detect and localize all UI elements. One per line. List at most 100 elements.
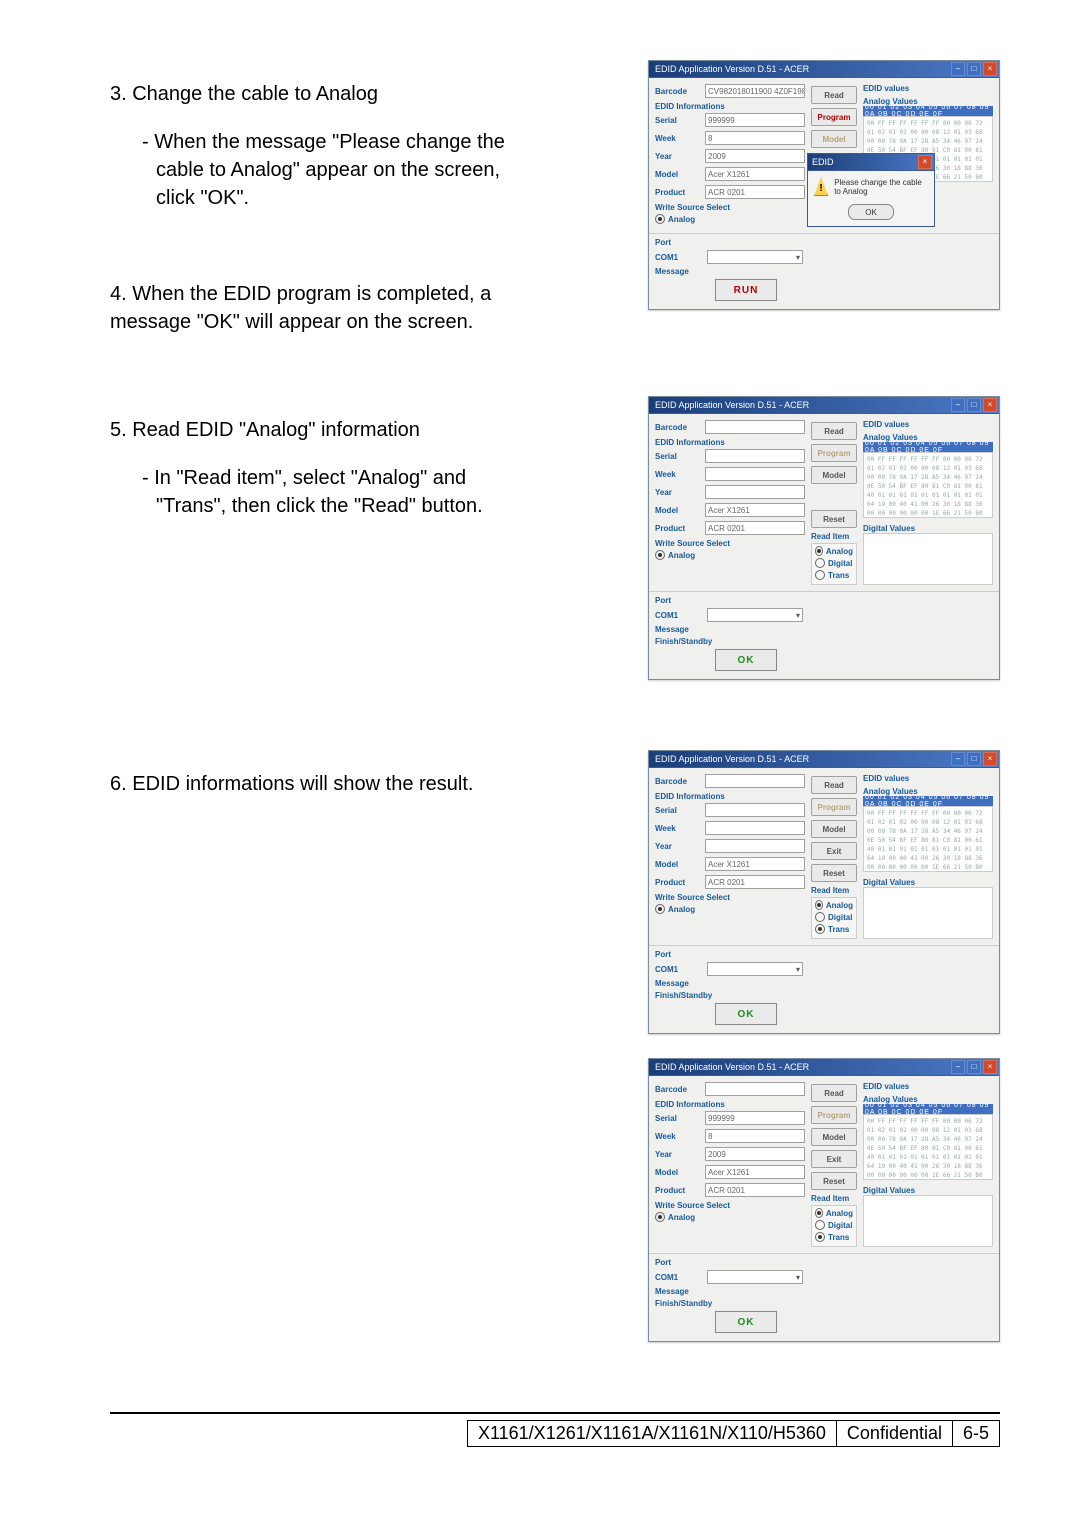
com-select[interactable]: ▾ [707,962,803,976]
read-button[interactable]: Read [811,776,857,794]
minimize-icon[interactable]: – [951,1060,965,1074]
maximize-icon[interactable]: □ [967,752,981,766]
chevron-down-icon: ▾ [796,965,800,974]
analog-radio-label: Analog [668,905,695,914]
product-label: Product [655,188,701,197]
warning-icon: ! [814,177,828,196]
ok-button[interactable]: OK [715,649,777,671]
barcode-input[interactable]: CV982018011900 4Z0F1981 [705,84,805,98]
ri-trans-radio[interactable] [815,1232,825,1242]
finish-label: Finish/Standby [655,637,712,646]
program-button[interactable]: Program [811,798,857,816]
window-titlebar: EDID Application Version D.51 - ACER – □… [649,61,999,78]
hex-body: 00 FF FF FF FF FF FF 00 00 06 72 01 02 0… [863,806,993,872]
read-button[interactable]: Read [811,1084,857,1102]
model-input[interactable]: Acer X1261 [705,503,805,517]
ok-button[interactable]: OK [715,1311,777,1333]
digital-values-label: Digital Values [863,524,993,533]
step-3-sub: - When the message "Please change the ca… [156,128,530,212]
week-input[interactable] [705,821,805,835]
product-input[interactable]: ACR 0201 [705,875,805,889]
ri-trans-radio[interactable] [815,924,825,934]
com-select[interactable]: ▾ [707,250,803,264]
run-button[interactable]: RUN [715,279,777,301]
analog-radio[interactable] [655,904,665,914]
com-select[interactable]: ▾ [707,608,803,622]
analog-radio[interactable] [655,550,665,560]
edid-values-title: EDID values [863,774,993,783]
maximize-icon[interactable]: □ [967,398,981,412]
ri-digital-radio[interactable] [815,912,825,922]
reset-button[interactable]: Reset [811,510,857,528]
exit-button[interactable]: Exit [811,842,857,860]
window-title: EDID Application Version D.51 - ACER [655,754,809,764]
program-button[interactable]: Program [811,1106,857,1124]
serial-input[interactable]: 999999 [705,113,805,127]
minimize-icon[interactable]: – [951,62,965,76]
year-input[interactable]: 2009 [705,149,805,163]
ri-analog-radio[interactable] [815,546,823,556]
year-input[interactable] [705,839,805,853]
close-icon[interactable]: × [983,752,997,766]
barcode-input[interactable] [705,774,805,788]
close-icon[interactable]: × [983,1060,997,1074]
minimize-icon[interactable]: – [951,398,965,412]
read-button[interactable]: Read [811,422,857,440]
hex-header: 00 01 02 03 04 05 06 07 08 09 0A 0B 0C 0… [863,106,993,116]
year-input[interactable] [705,485,805,499]
popup-close-icon[interactable]: × [918,155,932,169]
maximize-icon[interactable]: □ [967,62,981,76]
model-input[interactable]: Acer X1261 [705,1165,805,1179]
reset-button[interactable]: Reset [811,864,857,882]
analog-radio-label: Analog [668,1213,695,1222]
ri-analog-label: Analog [826,1209,853,1218]
model-button[interactable]: Model [811,820,857,838]
model-input[interactable]: Acer X1261 [705,167,805,181]
barcode-input[interactable] [705,1082,805,1096]
model-label: Model [655,1168,701,1177]
port-label: Port [655,596,701,605]
week-input[interactable] [705,467,805,481]
ri-trans-radio[interactable] [815,570,825,580]
maximize-icon[interactable]: □ [967,1060,981,1074]
serial-input[interactable] [705,449,805,463]
barcode-input[interactable] [705,420,805,434]
window-titlebar: EDID Application Version D.51 - ACER – □… [649,751,999,768]
model-button[interactable]: Model [811,466,857,484]
product-input[interactable]: ACR 0201 [705,185,805,199]
close-icon[interactable]: × [983,398,997,412]
ri-digital-radio[interactable] [815,558,825,568]
serial-input[interactable] [705,803,805,817]
read-button[interactable]: Read [811,86,857,104]
week-input[interactable]: 8 [705,1129,805,1143]
close-icon[interactable]: × [983,62,997,76]
product-input[interactable]: ACR 0201 [705,521,805,535]
reset-button[interactable]: Reset [811,1172,857,1190]
year-input[interactable]: 2009 [705,1147,805,1161]
popup-ok-button[interactable]: OK [848,204,894,220]
analog-radio[interactable] [655,1212,665,1222]
ok-button[interactable]: OK [715,1003,777,1025]
model-button[interactable]: Model [811,130,857,148]
week-input[interactable]: 8 [705,131,805,145]
serial-label: Serial [655,452,701,461]
product-input[interactable]: ACR 0201 [705,1183,805,1197]
com-label: COM1 [655,1273,701,1282]
serial-input[interactable]: 999999 [705,1111,805,1125]
digital-values-label: Digital Values [863,1186,993,1195]
analog-radio[interactable] [655,214,665,224]
barcode-label: Barcode [655,423,701,432]
chevron-down-icon: ▾ [796,1273,800,1282]
exit-button[interactable]: Exit [811,1150,857,1168]
minimize-icon[interactable]: – [951,752,965,766]
ri-analog-radio[interactable] [815,900,823,910]
week-label: Week [655,824,701,833]
program-button[interactable]: Program [811,108,857,126]
ri-analog-radio[interactable] [815,1208,823,1218]
model-button[interactable]: Model [811,1128,857,1146]
program-button[interactable]: Program [811,444,857,462]
model-input[interactable]: Acer X1261 [705,857,805,871]
com-select[interactable]: ▾ [707,1270,803,1284]
com-label: COM1 [655,253,701,262]
ri-digital-radio[interactable] [815,1220,825,1230]
